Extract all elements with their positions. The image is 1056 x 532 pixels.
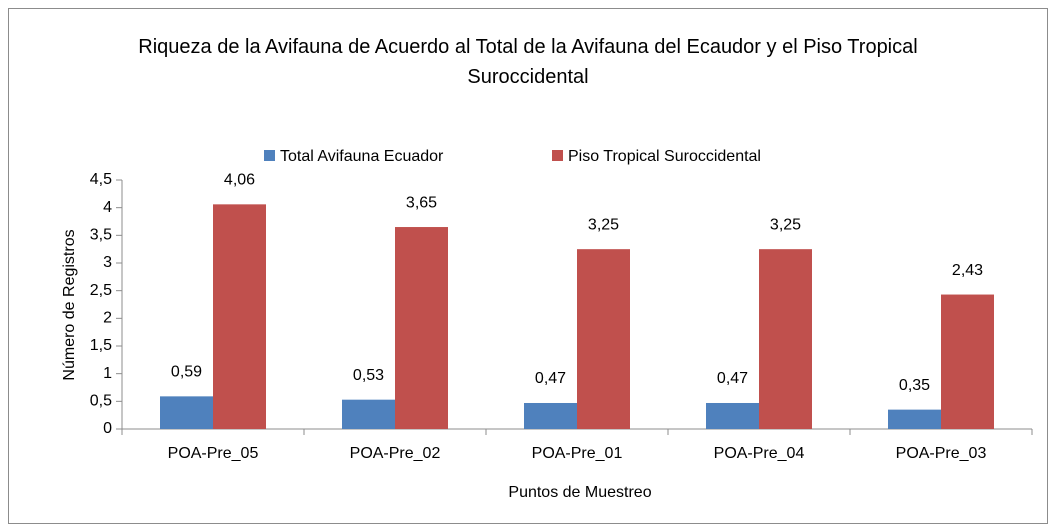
bar [395,227,448,429]
data-label: 0,47 [717,370,748,387]
x-tick-label: POA-Pre_05 [168,445,259,462]
bar [577,249,630,429]
x-tick-label: POA-Pre_03 [896,445,987,462]
bar [759,249,812,429]
x-tick-label: POA-Pre_01 [532,445,623,462]
y-tick-label: 2 [103,310,112,327]
x-axis-label: Puntos de Muestreo [508,484,651,501]
y-tick-label: 3,5 [90,227,112,244]
data-label: 0,53 [353,367,384,384]
bar [524,402,577,429]
y-tick-label: 4,5 [90,171,112,188]
y-tick-label: 0 [103,420,112,437]
chart-title: Riqueza de la Avifauna de Acuerdo al Tot… [138,36,918,88]
data-label: 0,35 [899,377,930,394]
data-label: 0,59 [171,364,202,381]
y-tick-label: 3 [103,254,112,271]
data-label: 3,25 [770,216,801,233]
chart-border [8,8,1048,524]
bar [342,399,395,429]
y-tick-label: 4 [103,199,112,216]
x-tick-label: POA-Pre_02 [350,445,441,462]
legend-swatch [264,150,275,161]
data-label: 0,47 [535,370,566,387]
y-tick-label: 1,5 [90,337,112,354]
data-label: 3,65 [406,194,437,211]
bar [941,294,994,429]
bar [706,402,759,429]
bar [160,396,213,429]
legend-swatch [552,150,563,161]
data-label: 4,06 [224,172,255,189]
bar [888,409,941,429]
bar [213,204,266,429]
data-label: 2,43 [952,262,983,279]
x-tick-label: POA-Pre_04 [714,445,805,462]
legend-label: Piso Tropical Suroccidental [568,148,761,165]
data-label: 3,25 [588,216,619,233]
y-tick-label: 1 [103,365,112,382]
y-tick-label: 2,5 [90,282,112,299]
legend-label: Total Avifauna Ecuador [280,148,444,165]
y-axis-label: Número de Registros [61,229,78,380]
y-tick-label: 0,5 [90,393,112,410]
